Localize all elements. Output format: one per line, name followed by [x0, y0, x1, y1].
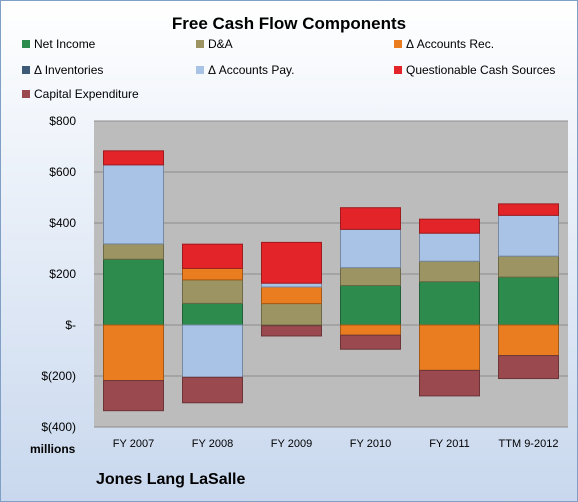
- y-tick-label: $800: [49, 114, 76, 128]
- y-tick-label: $(200): [41, 369, 76, 383]
- bar-segment: [498, 276, 559, 326]
- bar-segment: [261, 241, 322, 284]
- legend-swatch: [22, 89, 30, 98]
- legend-swatch: [196, 39, 204, 48]
- legend-item: D&A: [196, 37, 233, 51]
- legend-swatch: [196, 65, 204, 74]
- bar-segment: [103, 324, 164, 382]
- bar-segment: [182, 302, 243, 326]
- x-tick-label: FY 2009: [271, 438, 312, 450]
- legend-label: Net Income: [34, 37, 96, 51]
- x-tick-label: FY 2011: [429, 438, 470, 450]
- x-tick-label: TTM 9-2012: [499, 438, 559, 450]
- legend-swatch: [22, 65, 30, 74]
- bar-segment: [103, 243, 164, 260]
- bar-segment: [419, 218, 480, 234]
- bar-segment: [419, 260, 480, 283]
- legend-swatch: [394, 65, 402, 74]
- bar-segment: [419, 324, 480, 371]
- bar-segment: [261, 303, 322, 326]
- bar-segment: [103, 164, 164, 245]
- bar-segment: [340, 207, 401, 230]
- bar-segment: [498, 214, 559, 257]
- legend-swatch: [394, 39, 402, 48]
- legend-item: Questionable Cash Sources: [394, 63, 555, 77]
- bar-segment: [498, 255, 559, 278]
- bar-segment: [182, 376, 243, 404]
- legend-item: Δ Inventories: [22, 63, 103, 77]
- legend-label: Questionable Cash Sources: [406, 63, 556, 77]
- company-name: Jones Lang LaSalle: [96, 471, 246, 488]
- chart-title: Free Cash Flow Components: [171, 14, 407, 33]
- bar-segment: [340, 228, 401, 269]
- bar-segment: [182, 267, 243, 281]
- y-tick-label: $(400): [41, 420, 76, 434]
- bar-segment: [419, 232, 480, 262]
- y-tick-label: $600: [49, 165, 76, 179]
- bar-segment: [261, 282, 322, 288]
- x-tick-label: FY 2007: [113, 438, 154, 450]
- legend-item: Δ Accounts Rec.: [394, 37, 494, 51]
- legend-swatch: [22, 39, 30, 48]
- bar-segment: [261, 286, 322, 305]
- legend-item: Δ Accounts Pay.: [196, 63, 295, 77]
- bar-segment: [340, 334, 401, 350]
- legend-item: Net Income: [22, 37, 95, 51]
- bar-segment: [419, 281, 480, 326]
- bar-segment: [103, 258, 164, 326]
- legend-item: Capital Expenditure: [22, 87, 139, 101]
- legend-label: Δ Accounts Pay.: [208, 63, 295, 77]
- bar-segment: [498, 203, 559, 216]
- bar-segment: [261, 325, 322, 337]
- legend-label: D&A: [208, 37, 233, 51]
- legend-label: Δ Inventories: [34, 63, 104, 77]
- bar-segment: [182, 279, 243, 304]
- y-tick-label: $400: [49, 216, 76, 230]
- legend-label: Capital Expenditure: [34, 87, 139, 101]
- bar-segment: [182, 324, 243, 378]
- y-tick-label: $-: [65, 318, 76, 332]
- y-tick-label: $200: [49, 267, 76, 281]
- legend-label: Δ Accounts Rec.: [406, 37, 495, 51]
- x-tick-label: FY 2008: [192, 438, 233, 450]
- bar-segment: [498, 324, 559, 357]
- bar-segment: [103, 150, 164, 166]
- bar-segment: [182, 243, 243, 269]
- bar-segment: [340, 267, 401, 286]
- x-tick-label: FY 2010: [350, 438, 391, 450]
- bar-segment: [340, 324, 401, 336]
- bar-segment: [340, 284, 401, 326]
- bar-segment: [498, 355, 559, 380]
- bar-segment: [419, 369, 480, 397]
- bar-segment: [103, 380, 164, 412]
- unit-label: millions: [30, 442, 76, 456]
